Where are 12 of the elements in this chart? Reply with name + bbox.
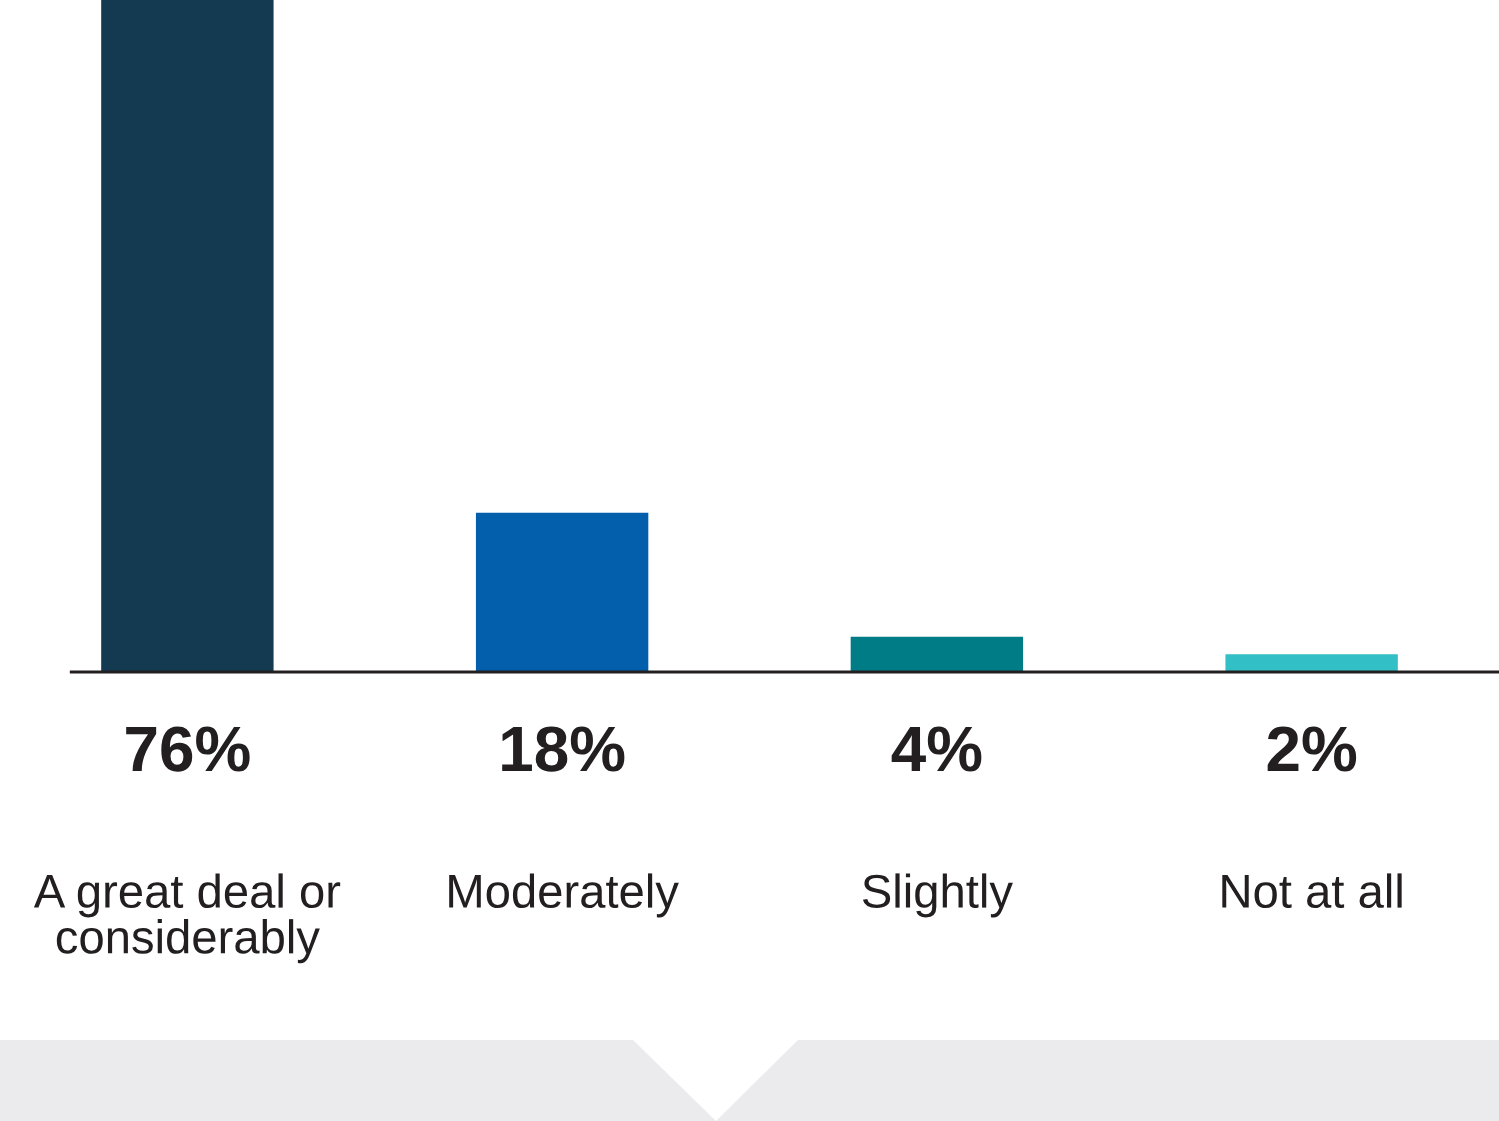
- bar: [101, 0, 274, 672]
- x-tick-label: Slightly: [862, 873, 1013, 918]
- data-label: 18%: [502, 726, 625, 772]
- bar: [475, 512, 649, 672]
- data-label: 76%: [126, 726, 250, 772]
- x-tick-label: Not at all: [1222, 873, 1402, 909]
- data-label: 2%: [1267, 726, 1357, 772]
- bar: [1225, 654, 1398, 672]
- x-tick-label: Moderately: [449, 873, 679, 918]
- bar: [850, 636, 1024, 672]
- x-tick-label: A great deal or considerably: [33, 873, 341, 964]
- data-label: 4%: [891, 726, 982, 772]
